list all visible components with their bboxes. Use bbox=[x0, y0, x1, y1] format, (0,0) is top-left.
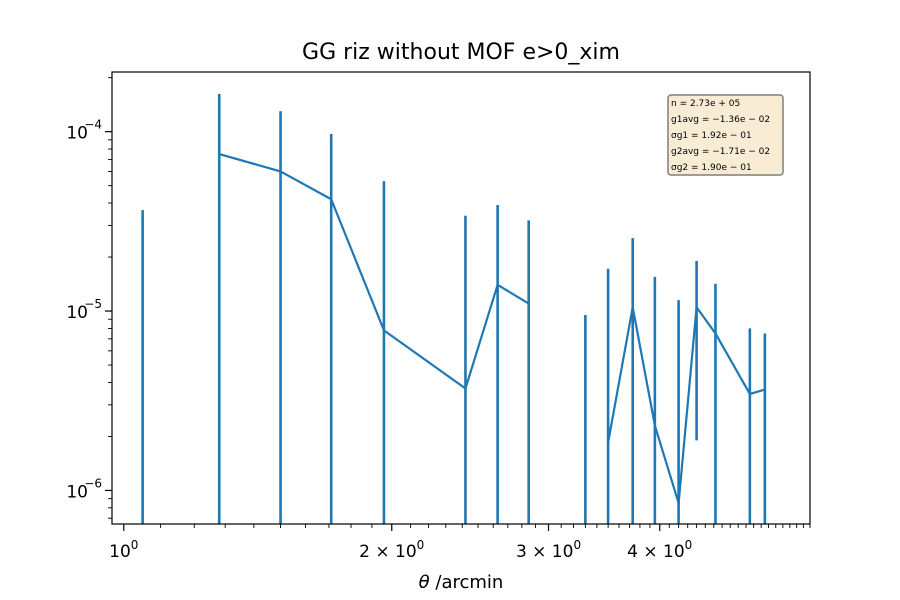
stats-annotation-frame bbox=[667, 94, 784, 176]
x-axis-label: θ /arcmin bbox=[419, 572, 504, 593]
y-tick-label: 10 bbox=[66, 124, 88, 144]
x-tick-label-base: 3 × 10 bbox=[516, 542, 574, 562]
x-tick-label-exponent: 0 bbox=[685, 538, 693, 552]
y-axis: 10−610−510−4 bbox=[66, 77, 112, 519]
chart-title: GG riz without MOF e>0_xim bbox=[302, 40, 620, 65]
stats-annotation-box: n = 2.73e + 05 g1avg = −1.36e − 02 σg1 = 1… bbox=[667, 94, 784, 176]
y-tick-label: 10 bbox=[66, 482, 88, 502]
stats-annotation-line: σg2 = 1.90e − 01 bbox=[671, 163, 752, 173]
x-axis: 100 2 × 100 3 × 100 4 × 100 bbox=[109, 524, 811, 562]
stats-annotation-line: n = 2.73e + 05 bbox=[671, 99, 740, 109]
axes-frame bbox=[111, 71, 811, 525]
stats-annotation-line: σg1 = 1.92e − 01 bbox=[671, 131, 752, 141]
series-line bbox=[218, 152, 530, 390]
y-tick-label-exponent: −6 bbox=[84, 476, 102, 490]
x-tick-label: 100 bbox=[109, 538, 138, 562]
x-axis-label-text: /arcmin bbox=[430, 572, 504, 593]
y-tick-label-exponent: −5 bbox=[84, 297, 102, 311]
x-tick-label-base: 2 × 10 bbox=[359, 542, 417, 562]
x-axis-label-symbol: θ bbox=[419, 572, 430, 593]
x-tick-label: 4 × 100 bbox=[627, 538, 692, 562]
stats-annotation-line: g1avg = −1.36e − 02 bbox=[671, 115, 770, 125]
x-tick-label-base: 10 bbox=[109, 542, 131, 562]
x-tick-label-base: 4 × 10 bbox=[627, 542, 685, 562]
y-tick-label-exponent: −4 bbox=[84, 118, 102, 132]
plot-area bbox=[111, 71, 811, 525]
x-tick-label: 2 × 100 bbox=[359, 538, 424, 562]
stats-annotation-line: g2avg = −1.71e − 02 bbox=[671, 147, 770, 157]
x-tick-label-exponent: 0 bbox=[573, 538, 581, 552]
y-tick-label: 10 bbox=[66, 303, 88, 323]
x-tick-label-exponent: 0 bbox=[131, 538, 139, 552]
x-tick-label-exponent: 0 bbox=[417, 538, 425, 552]
series-line bbox=[607, 306, 766, 505]
x-tick-label: 3 × 100 bbox=[516, 538, 581, 562]
